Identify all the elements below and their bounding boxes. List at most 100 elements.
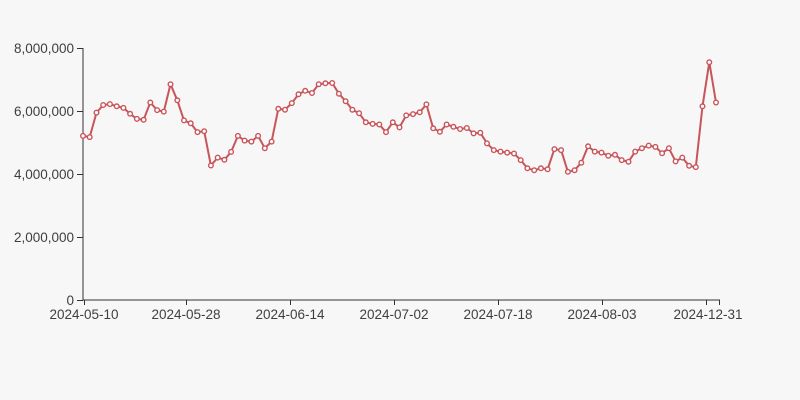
data-point-marker[interactable] xyxy=(511,150,518,157)
data-point-marker[interactable] xyxy=(309,89,316,96)
data-point-marker[interactable] xyxy=(127,110,134,117)
data-point-marker[interactable] xyxy=(645,142,652,149)
data-point-marker[interactable] xyxy=(167,81,174,88)
data-point-marker[interactable] xyxy=(261,145,268,152)
data-point-marker[interactable] xyxy=(248,138,255,145)
data-point-marker[interactable] xyxy=(591,148,598,155)
data-point-marker[interactable] xyxy=(194,129,201,136)
data-point-marker[interactable] xyxy=(335,90,342,97)
data-point-marker[interactable] xyxy=(255,132,262,139)
data-point-marker[interactable] xyxy=(79,132,86,139)
data-point-marker[interactable] xyxy=(638,145,645,152)
data-point-marker[interactable] xyxy=(356,110,363,117)
data-point-marker[interactable] xyxy=(282,106,289,113)
data-point-marker[interactable] xyxy=(228,148,235,155)
data-point-marker[interactable] xyxy=(174,97,181,104)
data-point-marker[interactable] xyxy=(214,154,221,161)
x-axis-label: 2024-12-31 xyxy=(673,307,742,322)
data-point-marker[interactable] xyxy=(389,119,396,126)
data-point-marker[interactable] xyxy=(457,125,464,132)
data-point-marker[interactable] xyxy=(93,109,100,116)
data-point-marker[interactable] xyxy=(665,145,672,152)
data-point-marker[interactable] xyxy=(551,146,558,153)
data-point-marker[interactable] xyxy=(160,108,167,115)
data-point-marker[interactable] xyxy=(450,123,457,130)
data-point-marker[interactable] xyxy=(504,149,511,156)
data-point-marker[interactable] xyxy=(383,129,390,136)
data-point-marker[interactable] xyxy=(625,158,632,165)
data-point-marker[interactable] xyxy=(396,124,403,131)
data-point-marker[interactable] xyxy=(201,128,208,135)
data-point-marker[interactable] xyxy=(322,80,329,87)
data-point-marker[interactable] xyxy=(537,165,544,172)
data-point-marker[interactable] xyxy=(268,138,275,145)
data-point-marker[interactable] xyxy=(295,91,302,98)
data-point-marker[interactable] xyxy=(147,99,154,106)
data-point-marker[interactable] xyxy=(544,166,551,173)
data-point-marker[interactable] xyxy=(612,151,619,158)
data-point-marker[interactable] xyxy=(699,103,706,110)
data-point-marker[interactable] xyxy=(632,148,639,155)
data-point-marker[interactable] xyxy=(713,99,720,106)
data-point-marker[interactable] xyxy=(416,109,423,116)
data-point-marker[interactable] xyxy=(564,168,571,175)
data-point-marker[interactable] xyxy=(585,143,592,150)
data-point-marker[interactable] xyxy=(692,164,699,171)
data-point-marker[interactable] xyxy=(524,165,531,172)
data-point-marker[interactable] xyxy=(679,154,686,161)
data-point-marker[interactable] xyxy=(706,59,713,66)
data-point-marker[interactable] xyxy=(154,107,161,114)
data-point-marker[interactable] xyxy=(342,98,349,105)
data-point-marker[interactable] xyxy=(120,104,127,111)
data-point-marker[interactable] xyxy=(241,137,248,144)
data-point-marker[interactable] xyxy=(517,157,524,164)
data-point-marker[interactable] xyxy=(430,125,437,132)
data-point-marker[interactable] xyxy=(659,150,666,157)
data-point-marker[interactable] xyxy=(618,157,625,164)
data-point-marker[interactable] xyxy=(531,167,538,174)
data-point-marker[interactable] xyxy=(672,158,679,165)
data-point-marker[interactable] xyxy=(484,140,491,147)
data-point-marker[interactable] xyxy=(207,162,214,169)
data-point-marker[interactable] xyxy=(686,162,693,169)
x-axis-label: 2024-07-18 xyxy=(463,307,532,322)
data-point-marker[interactable] xyxy=(376,121,383,128)
data-point-marker[interactable] xyxy=(329,79,336,86)
data-point-marker[interactable] xyxy=(497,148,504,155)
data-point-marker[interactable] xyxy=(571,167,578,174)
data-point-marker[interactable] xyxy=(598,149,605,156)
x-axis-label: 2024-06-14 xyxy=(255,307,325,322)
data-point-marker[interactable] xyxy=(443,121,450,128)
data-point-marker[interactable] xyxy=(558,147,565,154)
x-axis-label: 2024-05-28 xyxy=(151,307,220,322)
data-point-marker[interactable] xyxy=(221,156,228,163)
data-point-marker[interactable] xyxy=(187,120,194,127)
data-point-marker[interactable] xyxy=(403,112,410,119)
data-point-marker[interactable] xyxy=(436,128,443,135)
data-point-marker[interactable] xyxy=(133,115,140,122)
data-point-marker[interactable] xyxy=(362,119,369,126)
data-point-marker[interactable] xyxy=(470,130,477,137)
data-point-marker[interactable] xyxy=(86,134,93,141)
data-point-marker[interactable] xyxy=(410,111,417,118)
data-point-marker[interactable] xyxy=(106,101,113,108)
data-point-marker[interactable] xyxy=(349,106,356,113)
data-point-marker[interactable] xyxy=(652,143,659,150)
data-point-marker[interactable] xyxy=(100,101,107,108)
data-point-marker[interactable] xyxy=(113,103,120,110)
data-point-marker[interactable] xyxy=(578,159,585,166)
data-point-marker[interactable] xyxy=(302,87,309,94)
data-point-marker[interactable] xyxy=(234,132,241,139)
data-point-marker[interactable] xyxy=(423,101,430,108)
data-point-marker[interactable] xyxy=(369,120,376,127)
data-point-marker[interactable] xyxy=(490,147,497,154)
y-axis-label: 4,000,000 xyxy=(14,167,74,182)
data-point-marker[interactable] xyxy=(605,152,612,159)
data-point-marker[interactable] xyxy=(315,81,322,88)
data-point-marker[interactable] xyxy=(275,105,282,112)
data-point-marker[interactable] xyxy=(463,124,470,131)
data-point-marker[interactable] xyxy=(477,129,484,136)
data-point-marker[interactable] xyxy=(140,116,147,123)
data-point-marker[interactable] xyxy=(180,117,187,124)
data-point-marker[interactable] xyxy=(288,100,295,107)
